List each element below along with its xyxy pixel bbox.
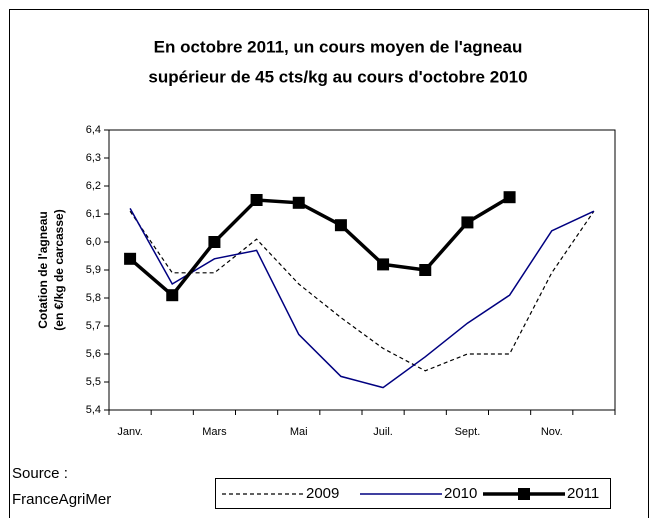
marker	[292, 196, 305, 209]
marker	[166, 289, 179, 302]
marker	[334, 219, 347, 232]
y-axis-label: (en €/kg de carcasse)	[52, 209, 66, 330]
series-line	[128, 195, 511, 298]
x-tick-label: Nov.	[541, 426, 563, 438]
y-tick-label: 5,5	[86, 376, 101, 388]
marker	[250, 194, 263, 206]
series-line	[129, 208, 595, 389]
y-axis-label: Cotation de l'agneau	[36, 211, 50, 329]
legend-label: 2009	[306, 485, 339, 502]
y-tick-label: 5,4	[86, 404, 101, 416]
series-line	[129, 210, 595, 372]
x-tick-label: Juil.	[373, 426, 393, 438]
y-tick-label: 5,8	[86, 292, 101, 304]
x-tick-label: Janv.	[117, 426, 142, 438]
chart-title: supérieur de 45 cts/kg au cours d'octobr…	[148, 67, 527, 86]
y-tick-label: 5,7	[86, 320, 101, 332]
legend-label: 2010	[444, 485, 477, 502]
x-tick-label: Mars	[202, 426, 227, 438]
chart-title: En octobre 2011, un cours moyen de l'agn…	[154, 37, 523, 56]
y-tick-label: 6,1	[86, 208, 101, 220]
y-tick-label: 5,6	[86, 348, 101, 360]
marker	[377, 258, 390, 271]
marker	[461, 216, 474, 229]
legend-label: 2011	[567, 485, 599, 502]
x-tick-label: Sept.	[455, 426, 481, 438]
y-tick-label: 6,0	[86, 236, 101, 248]
chart-border	[9, 9, 649, 518]
marker	[419, 264, 432, 276]
plot-area	[108, 129, 616, 411]
source: Source :	[12, 465, 68, 482]
y-tick-label: 5,9	[86, 264, 101, 276]
y-tick-label: 6,2	[86, 180, 101, 192]
marker	[208, 236, 221, 248]
marker	[503, 191, 516, 204]
x-tick-label: Mai	[290, 426, 308, 438]
y-tick-label: 6,3	[86, 152, 101, 164]
legend-marker	[518, 488, 530, 500]
source: FranceAgriMer	[12, 491, 111, 508]
marker	[124, 252, 137, 265]
y-tick-label: 6,4	[86, 124, 101, 136]
